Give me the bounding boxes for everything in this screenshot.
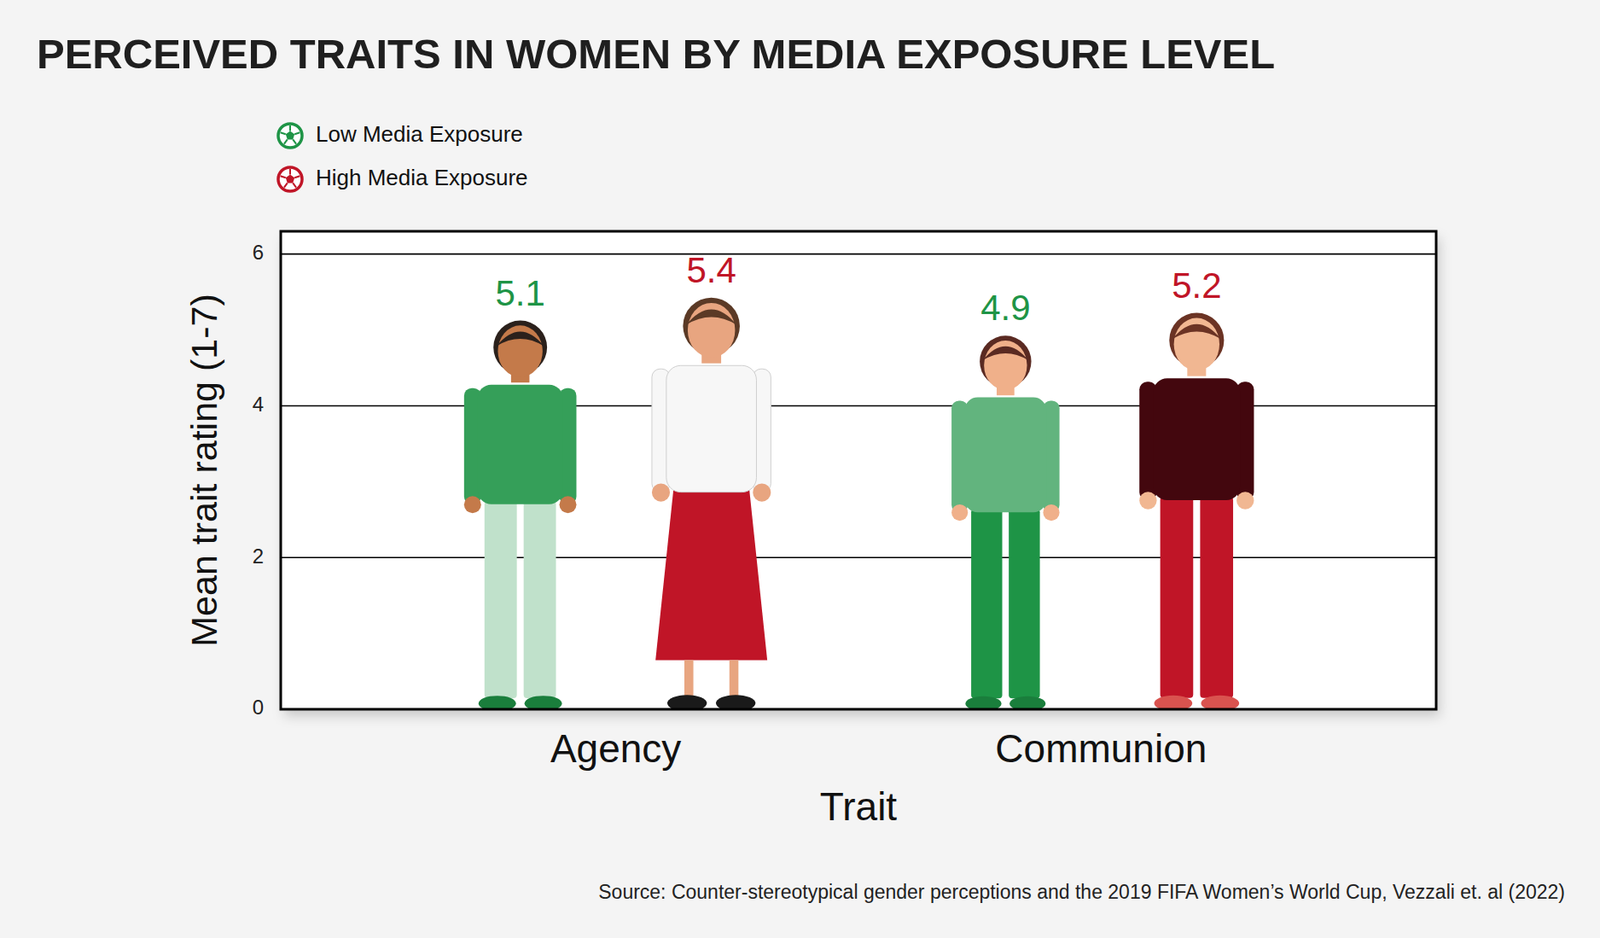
grid-line — [280, 253, 1437, 256]
data-label: 5.1 — [494, 273, 545, 314]
bar-figure — [951, 335, 1059, 710]
figure-shoe — [715, 694, 756, 710]
figure-hand — [559, 495, 577, 513]
figure-torso — [666, 365, 757, 492]
figure-leg — [484, 500, 518, 699]
figure-hand — [951, 504, 968, 521]
y-tick-label: 2 — [252, 544, 264, 568]
legend-ball-seam — [284, 139, 288, 144]
legend-ball-seam — [284, 182, 288, 187]
legend-ball — [278, 167, 303, 192]
figure-hand — [464, 495, 482, 513]
legend-label: Low Media Exposure — [315, 121, 524, 147]
figure-shoe — [478, 695, 517, 710]
legend-ball-seam — [289, 168, 291, 175]
legend-ball-seam — [294, 132, 300, 134]
figure-shoe — [667, 694, 707, 710]
figure-hand — [752, 483, 771, 502]
figure-shoe — [524, 695, 563, 710]
figure-shoe — [1200, 695, 1240, 710]
legend-ball-seam — [280, 132, 286, 134]
marks — [464, 297, 1255, 710]
figure-hair-top — [1172, 324, 1222, 339]
figure-leg — [1160, 496, 1194, 699]
figure-hand — [1139, 491, 1157, 509]
legend-ball-seam — [292, 182, 297, 187]
legend-ball-patch — [285, 131, 295, 140]
figure-leg — [729, 659, 739, 701]
figure-leg — [1199, 496, 1234, 699]
chart: PERCEIVED TRAITS IN WOMEN BY MEDIA EXPOS… — [0, 0, 1600, 938]
bar-figure — [1139, 313, 1254, 710]
figure-shoe — [1154, 695, 1193, 710]
figure-hair-top — [983, 346, 1029, 361]
legend-ball-seam — [292, 139, 297, 144]
legend-icon — [278, 167, 303, 192]
plot-background — [280, 231, 1437, 710]
figure-hair-top — [496, 331, 544, 346]
figure-shoe — [1009, 696, 1046, 710]
y-tick-label: 4 — [252, 392, 264, 416]
figure-hand — [651, 483, 670, 502]
legend-ball — [278, 123, 303, 148]
legend-label: High Media Exposure — [315, 164, 529, 191]
figure-skirt — [655, 488, 768, 661]
figure-hair-top — [686, 308, 737, 325]
figure-torso — [964, 397, 1047, 513]
grid-line — [280, 405, 1437, 408]
data-label: 5.4 — [686, 250, 736, 291]
x-tick-label: Communion — [994, 726, 1207, 771]
legend-ball-seam — [294, 175, 300, 178]
figure-leg — [971, 508, 1002, 699]
figure-leg — [1008, 508, 1040, 699]
data-label: 4.9 — [980, 287, 1030, 328]
figure-shoe — [965, 696, 1001, 710]
figure-leg — [523, 500, 557, 699]
figure-torso — [477, 384, 564, 505]
legend-ball-patch — [285, 174, 295, 184]
figure-torso — [1152, 378, 1240, 501]
x-tick-label: Agency — [550, 726, 681, 771]
bar-figure — [651, 297, 771, 710]
data-label: 5.2 — [1171, 265, 1222, 306]
y-tick-label: 0 — [252, 695, 264, 719]
legend-ball-seam — [280, 175, 286, 178]
source: Source: Counter-stereotypical gender per… — [598, 880, 1566, 903]
plot-frame — [280, 231, 1437, 710]
legend-ball-seam — [289, 125, 291, 132]
bar-figure — [464, 320, 577, 710]
x-axis-title: Trait — [820, 784, 898, 829]
grid-line — [280, 556, 1437, 559]
title: PERCEIVED TRAITS IN WOMEN BY MEDIA EXPOS… — [36, 30, 1275, 77]
y-tick-label: 6 — [252, 240, 264, 264]
figure-hand — [1236, 491, 1254, 509]
figure-hand — [1042, 504, 1059, 521]
figure-leg — [684, 659, 694, 701]
y-axis-title: Mean trait rating (1-7) — [183, 293, 225, 646]
legend-icon — [278, 123, 303, 148]
